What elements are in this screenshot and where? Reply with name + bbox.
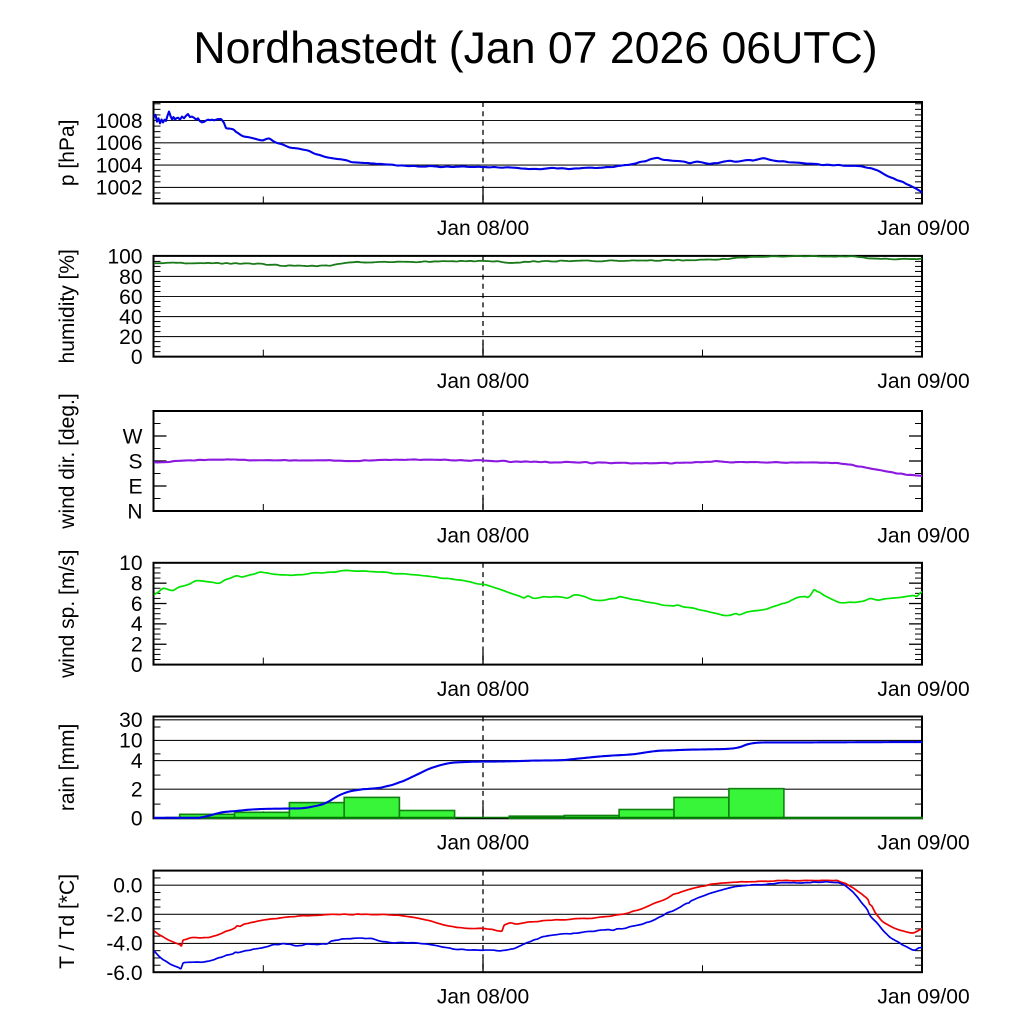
svg-text:1008: 1008 [96, 110, 143, 133]
svg-text:humidity [%]: humidity [%] [56, 249, 79, 363]
svg-text:Jan 09/00: Jan 09/00 [877, 678, 969, 701]
svg-text:wind dir. [deg.]: wind dir. [deg.] [56, 393, 79, 529]
svg-text:-2.0: -2.0 [106, 904, 142, 927]
svg-text:100: 100 [107, 246, 142, 269]
svg-text:2: 2 [131, 634, 143, 657]
svg-text:-4.0: -4.0 [106, 933, 142, 956]
svg-text:p [hPa]: p [hPa] [56, 120, 79, 187]
svg-text:8: 8 [131, 573, 143, 596]
svg-text:1006: 1006 [96, 132, 143, 155]
svg-text:Jan 09/00: Jan 09/00 [877, 986, 969, 1009]
svg-text:0: 0 [131, 654, 143, 677]
svg-text:0: 0 [131, 808, 143, 831]
svg-text:W: W [123, 425, 143, 448]
svg-text:Jan 09/00: Jan 09/00 [877, 370, 969, 393]
svg-text:T / Td [*C]: T / Td [*C] [56, 874, 79, 969]
svg-text:10: 10 [119, 730, 142, 753]
svg-text:30: 30 [119, 709, 142, 732]
svg-text:10: 10 [119, 552, 142, 575]
svg-text:Jan 08/00: Jan 08/00 [437, 370, 529, 393]
svg-text:0: 0 [131, 346, 143, 369]
svg-text:Jan 09/00: Jan 09/00 [877, 217, 969, 240]
svg-text:Jan 08/00: Jan 08/00 [437, 986, 529, 1009]
svg-text:-6.0: -6.0 [106, 962, 142, 985]
svg-text:60: 60 [119, 286, 142, 309]
svg-text:40: 40 [119, 306, 142, 329]
svg-text:0.0: 0.0 [113, 875, 142, 898]
svg-text:Nordhastedt (Jan 07 2026 06UTC: Nordhastedt (Jan 07 2026 06UTC) [193, 24, 877, 73]
svg-text:Jan 08/00: Jan 08/00 [437, 217, 529, 240]
svg-text:2: 2 [131, 779, 143, 802]
svg-text:Jan 08/00: Jan 08/00 [437, 832, 529, 855]
svg-text:80: 80 [119, 266, 142, 289]
svg-text:1004: 1004 [96, 154, 143, 177]
svg-text:4: 4 [131, 613, 143, 636]
svg-text:Jan 09/00: Jan 09/00 [877, 524, 969, 547]
svg-text:wind sp. [m/s]: wind sp. [m/s] [56, 550, 79, 679]
svg-text:6: 6 [131, 593, 143, 616]
svg-text:4: 4 [131, 750, 143, 773]
svg-text:Jan 08/00: Jan 08/00 [437, 524, 529, 547]
svg-text:20: 20 [119, 326, 142, 349]
svg-text:S: S [128, 450, 142, 473]
svg-text:1002: 1002 [96, 177, 143, 200]
svg-text:N: N [127, 500, 142, 523]
svg-text:Jan 08/00: Jan 08/00 [437, 678, 529, 701]
svg-text:E: E [128, 475, 142, 498]
svg-text:rain [mm]: rain [mm] [56, 724, 79, 812]
svg-text:Jan 09/00: Jan 09/00 [877, 832, 969, 855]
